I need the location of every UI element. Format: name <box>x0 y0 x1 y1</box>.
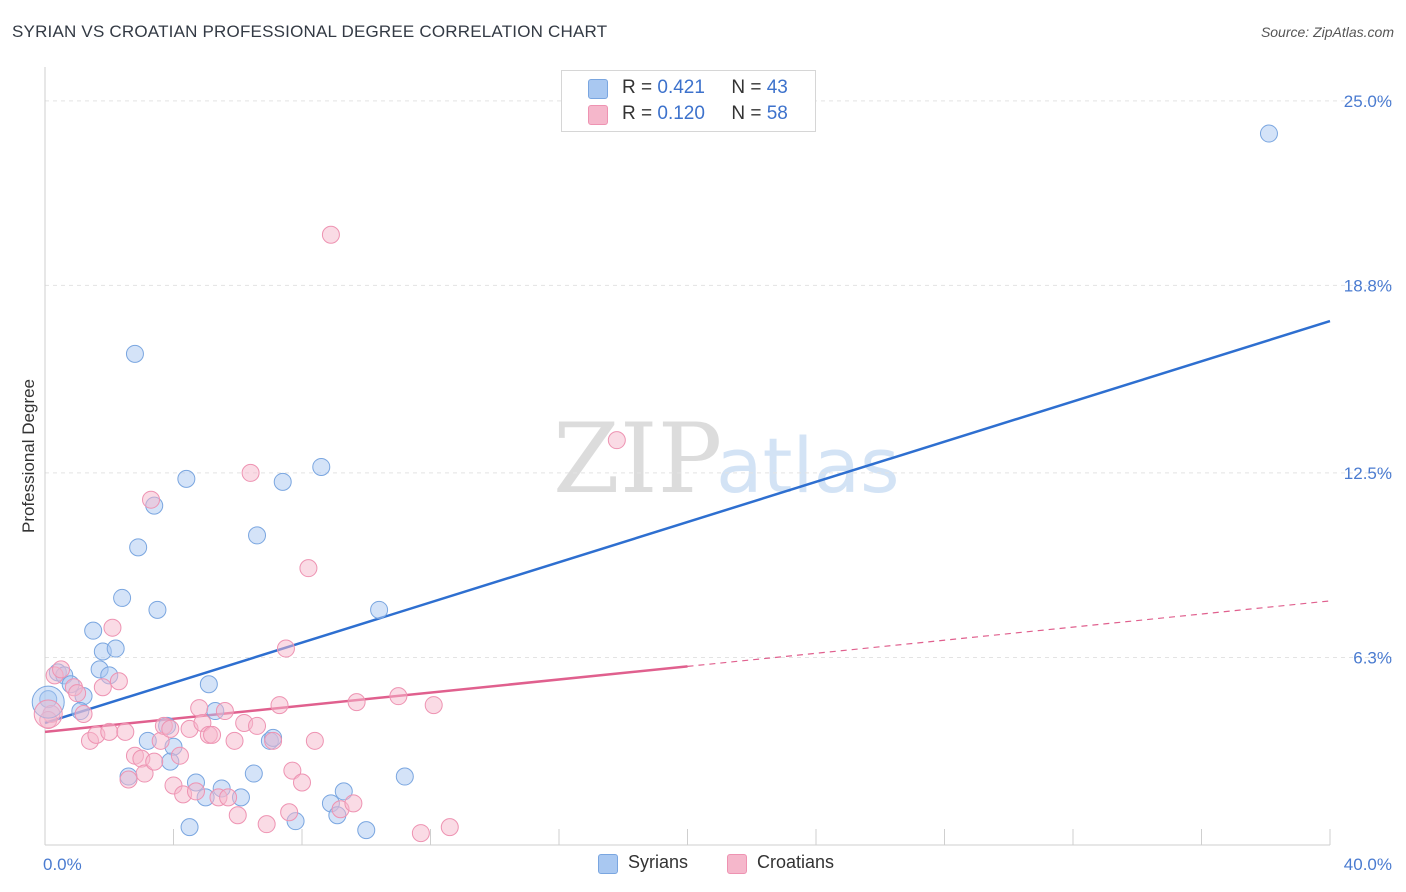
point-syrians <box>371 601 388 618</box>
point-croatians <box>322 226 339 243</box>
point-croatians <box>104 619 121 636</box>
point-syrians <box>274 473 291 490</box>
point-croatians <box>75 706 92 723</box>
point-croatians <box>425 697 442 714</box>
legend-n-value: 43 <box>767 77 788 98</box>
scatter-chart: ZIP atlas 6.3% 12.5% 18.8% 25.0% 0.0% 40.0% P… <box>0 0 1406 892</box>
legend-n-value: 58 <box>767 103 788 124</box>
point-croatians <box>281 804 298 821</box>
point-croatians <box>216 703 233 720</box>
point-croatians <box>229 807 246 824</box>
point-croatians <box>258 816 275 833</box>
trend-line-croatians <box>45 666 688 731</box>
correlation-legend: R = 0.421 N = 43 R = 0.120 N = 58 <box>561 70 816 132</box>
legend-n-label: N = <box>731 77 766 98</box>
point-croatians <box>265 732 282 749</box>
point-croatians <box>390 688 407 705</box>
point-syrians <box>245 765 262 782</box>
point-croatians <box>277 640 294 657</box>
point-croatians <box>348 694 365 711</box>
point-syrians <box>358 822 375 839</box>
y-axis-label: Professional Degree <box>19 379 38 533</box>
series-swatch-croatians <box>727 854 747 874</box>
y-tick-label: 25.0% <box>1344 92 1392 111</box>
legend-r-value: 0.421 <box>657 77 705 98</box>
point-croatians <box>187 783 204 800</box>
point-croatians <box>101 723 118 740</box>
y-tick-label: 12.5% <box>1344 464 1392 483</box>
grid <box>45 101 1392 658</box>
series-label-syrians: Syrians <box>628 852 688 873</box>
point-croatians <box>53 661 70 678</box>
point-croatians <box>345 795 362 812</box>
point-croatians <box>608 432 625 449</box>
legend-n-label: N = <box>731 103 766 124</box>
point-croatians <box>171 747 188 764</box>
y-tick-label: 6.3% <box>1353 648 1392 667</box>
trend-extension-croatians <box>688 601 1331 666</box>
point-croatians <box>204 726 221 743</box>
trend-line-syrians <box>45 321 1330 723</box>
point-croatians <box>117 723 134 740</box>
point-croatians <box>220 789 237 806</box>
legend-swatch-croatians <box>588 105 608 125</box>
legend-r-label: R = <box>622 103 657 124</box>
point-syrians <box>313 458 330 475</box>
point-croatians <box>441 819 458 836</box>
point-croatians <box>242 464 259 481</box>
x-tick-label: 0.0% <box>43 855 82 874</box>
point-croatians <box>300 560 317 577</box>
trend-lines <box>45 321 1330 732</box>
y-tick-label: 18.8% <box>1344 276 1392 295</box>
point-croatians <box>226 732 243 749</box>
point-croatians <box>162 720 179 737</box>
point-syrians <box>85 622 102 639</box>
point-syrians <box>1260 125 1277 142</box>
point-croatians <box>110 673 127 690</box>
point-syrians <box>181 819 198 836</box>
legend-r-label: R = <box>622 77 657 98</box>
point-croatians <box>120 771 137 788</box>
point-croatians <box>34 700 62 728</box>
point-croatians <box>294 774 311 791</box>
point-croatians <box>69 685 86 702</box>
legend-swatch-syrians <box>588 79 608 99</box>
point-croatians <box>306 732 323 749</box>
point-croatians <box>249 717 266 734</box>
point-croatians <box>412 825 429 842</box>
series-swatch-syrians <box>598 854 618 874</box>
point-croatians <box>271 697 288 714</box>
point-croatians <box>191 700 208 717</box>
series-label-croatians: Croatians <box>757 852 834 873</box>
point-croatians <box>94 679 111 696</box>
point-syrians <box>200 676 217 693</box>
legend-r-value: 0.120 <box>657 103 705 124</box>
watermark-zip: ZIP <box>553 403 722 515</box>
x-tick-label: 40.0% <box>1344 855 1392 874</box>
point-syrians <box>107 640 124 657</box>
point-croatians <box>143 491 160 508</box>
point-syrians <box>396 768 413 785</box>
point-syrians <box>249 527 266 544</box>
point-syrians <box>114 589 131 606</box>
point-syrians <box>126 345 143 362</box>
point-syrians <box>149 601 166 618</box>
watermark: ZIP atlas <box>553 403 900 515</box>
point-croatians <box>146 753 163 770</box>
point-syrians <box>130 539 147 556</box>
point-syrians <box>178 470 195 487</box>
